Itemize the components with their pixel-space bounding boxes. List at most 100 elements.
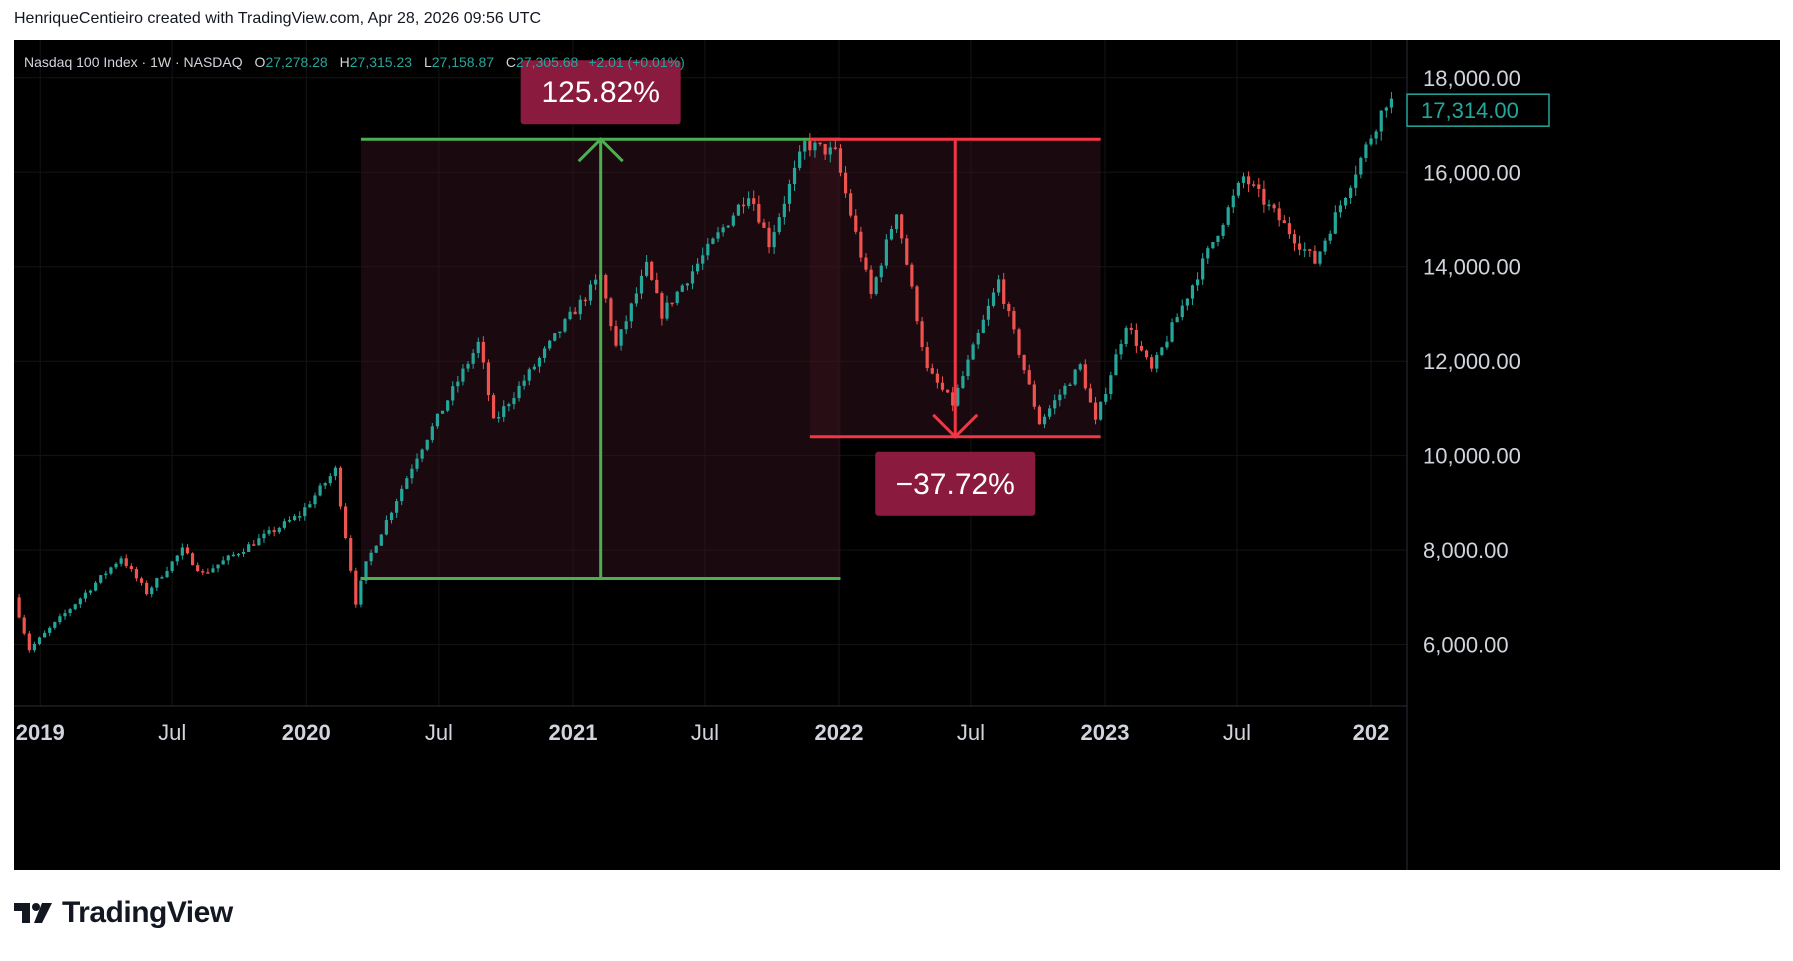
candle: [859, 226, 863, 263]
candle: [395, 498, 399, 518]
candle: [1093, 397, 1098, 425]
candle: [894, 214, 899, 234]
price-axis-tick-label: 12,000.00: [1423, 349, 1521, 374]
candle: [119, 555, 123, 567]
candle: [88, 589, 93, 595]
candle: [971, 342, 975, 360]
candle: [303, 502, 307, 521]
candle: [808, 132, 812, 157]
candle: [1226, 205, 1230, 227]
candle: [930, 363, 934, 375]
measure-tool-fall[interactable]: −37.72%: [809, 137, 1101, 516]
candle: [833, 139, 837, 151]
candle: [568, 306, 572, 321]
candle: [997, 274, 1001, 296]
candle: [726, 225, 730, 229]
candle: [78, 597, 82, 608]
price-axis-tick-label: 14,000.00: [1423, 255, 1521, 280]
candle: [522, 374, 526, 390]
candle: [43, 630, 47, 638]
candle: [762, 218, 766, 229]
candle: [226, 554, 230, 565]
candle: [920, 317, 924, 352]
candle: [670, 302, 674, 307]
price-chart[interactable]: 125.82% −37.72% 18,000.00 16,000.00 14,000.…: [14, 40, 1780, 870]
candle: [925, 341, 929, 372]
candle: [573, 307, 577, 315]
candle: [1333, 205, 1337, 235]
candle: [282, 518, 286, 530]
candle: [323, 482, 327, 490]
candle: [1073, 368, 1077, 387]
candle: [216, 564, 220, 573]
candle: [206, 568, 210, 574]
candle: [798, 145, 802, 171]
candle: [813, 138, 817, 158]
candle: [27, 631, 31, 653]
candle: [563, 317, 567, 334]
candle: [139, 576, 144, 586]
tradingview-logo[interactable]: TradingView: [14, 896, 233, 930]
candle: [767, 221, 771, 254]
candle: [593, 274, 598, 291]
candle: [83, 589, 88, 603]
tradingview-logo-icon: [14, 903, 52, 923]
candle: [991, 288, 996, 308]
candle: [1114, 348, 1118, 376]
candle: [889, 225, 894, 241]
measure-label-box-fall: [875, 451, 1036, 516]
candle: [777, 213, 781, 235]
candle: [1175, 313, 1179, 323]
candle: [389, 511, 394, 524]
candle: [879, 262, 883, 283]
candle: [262, 529, 266, 543]
candle: [843, 166, 848, 198]
candle: [741, 197, 746, 214]
candle: [828, 141, 832, 163]
candle: [241, 548, 246, 558]
candle: [961, 370, 965, 390]
candle: [792, 160, 797, 191]
candle: [507, 402, 511, 412]
candle: [1027, 364, 1031, 385]
chart-panel[interactable]: 125.82% −37.72% 18,000.00 16,000.00 14,000.…: [14, 40, 1780, 870]
candle: [313, 492, 317, 509]
candle: [1303, 242, 1307, 258]
candle: [680, 283, 684, 293]
candle: [155, 577, 159, 592]
measure-tool-rise[interactable]: 125.82%: [360, 60, 841, 580]
candle: [1058, 389, 1062, 407]
candle: [1277, 201, 1281, 227]
candle: [94, 580, 98, 592]
candle: [1088, 383, 1093, 403]
close-value: 27,305.68: [516, 54, 579, 70]
candle: [379, 534, 383, 546]
candle: [308, 500, 312, 508]
candle: [1349, 185, 1353, 204]
candle: [1216, 235, 1220, 247]
low-value: 27,158.87: [431, 54, 495, 70]
symbol-name: Nasdaq 100 Index · 1W · NASDAQ: [24, 54, 243, 70]
candle: [1150, 354, 1154, 372]
candle: [1252, 180, 1256, 188]
candle: [124, 554, 128, 569]
time-axis-tick-label: 2019: [16, 720, 65, 745]
candle: [1246, 171, 1251, 193]
candle: [966, 354, 970, 381]
candle: [491, 392, 496, 419]
candle: [838, 144, 843, 177]
candle: [869, 265, 873, 299]
candle: [1104, 387, 1108, 405]
candle: [1139, 340, 1144, 352]
candle: [420, 448, 424, 463]
candle: [22, 614, 26, 636]
candle: [481, 336, 485, 370]
candle: [517, 381, 521, 402]
candle: [486, 359, 491, 402]
price-axis-tick-label: 6,000.00: [1423, 633, 1509, 658]
candle: [609, 296, 613, 331]
candle: [267, 526, 271, 536]
candle: [440, 410, 445, 414]
candle: [1180, 299, 1184, 321]
candle: [1063, 383, 1067, 399]
